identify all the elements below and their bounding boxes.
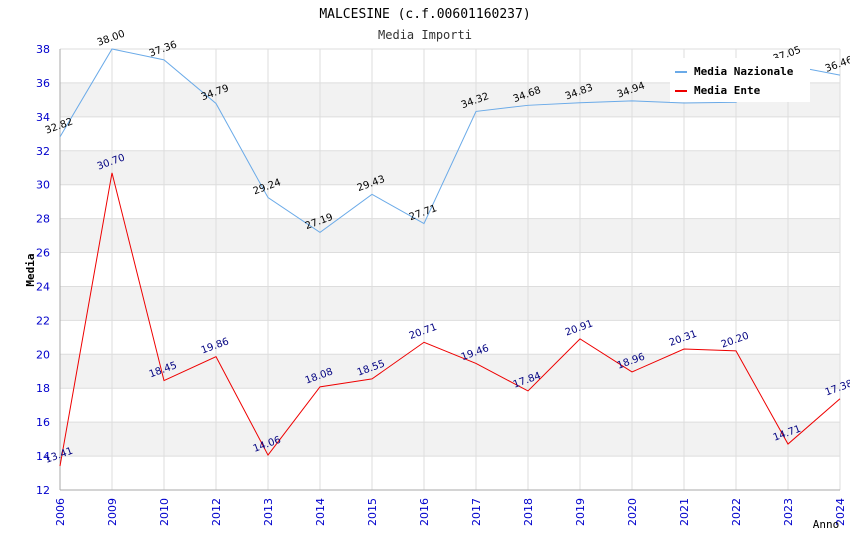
grid-band (60, 422, 840, 457)
x-tick-labels: 2006 2009 2010 2012 2013 2014 2015 2016 2017 2018… (54, 498, 847, 526)
x-tick-label: 2014 (314, 498, 327, 526)
series-line-nazionale (59, 48, 841, 233)
y-tick-label: 26 (36, 247, 50, 260)
legend-label-ente: Media Ente (694, 84, 761, 97)
axes (59, 49, 840, 491)
y-tick-label: 18 (36, 382, 50, 395)
grid-band (60, 456, 840, 490)
legend: Media Nazionale Media Ente (670, 58, 810, 102)
chart-subtitle: Media Importi (378, 28, 472, 42)
y-tick-label: 38 (36, 43, 50, 56)
y-tick-label: 14 (36, 450, 50, 463)
x-tick-label: 2024 (834, 498, 847, 526)
x-tick-label: 2021 (678, 498, 691, 526)
y-tick-label: 32 (36, 145, 50, 158)
y-tick-label: 16 (36, 416, 50, 429)
y-tick-label: 24 (36, 280, 50, 293)
legend-box (670, 58, 810, 102)
grid-band (60, 116, 840, 151)
x-tick-label: 2016 (418, 498, 431, 526)
grid-bands (60, 49, 840, 490)
x-tick-label: 2019 (574, 498, 587, 526)
y-tick-label: 30 (36, 179, 50, 192)
grid-band (60, 252, 840, 287)
x-tick-label: 2018 (522, 498, 535, 526)
grid-band (60, 388, 840, 423)
y-tick-label: 36 (36, 77, 50, 90)
grid-band (60, 320, 840, 355)
series-line-ente (59, 172, 841, 467)
y-tick-label: 20 (36, 348, 50, 361)
x-tick-label: 2013 (262, 498, 275, 526)
x-tick-label: 2012 (210, 498, 223, 526)
legend-label-nazionale: Media Nazionale (694, 65, 794, 78)
x-tick-label: 2020 (626, 498, 639, 526)
grid-band (60, 354, 840, 389)
x-axis-label: Anno (813, 518, 840, 531)
y-tick-labels: 12 14 16 18 20 22 24 26 28 30 32 34 36 38 (36, 43, 50, 497)
y-tick-label: 12 (36, 484, 50, 497)
x-tick-label: 2015 (366, 498, 379, 526)
y-axis-label: Media (24, 253, 37, 286)
x-tick-label: 2009 (106, 498, 119, 526)
x-tick-label: 2017 (470, 498, 483, 526)
grid-band (60, 286, 840, 321)
chart-title: MALCESINE (c.f.00601160237) (319, 7, 530, 22)
x-tick-label: 2023 (782, 498, 795, 526)
x-tick-label: 2022 (730, 498, 743, 526)
x-tick-label: 2006 (54, 498, 67, 526)
grid-band (60, 184, 840, 219)
y-tick-label: 22 (36, 314, 50, 327)
grid-band (60, 218, 840, 253)
x-tick-label: 2010 (158, 498, 171, 526)
y-tick-label: 28 (36, 213, 50, 226)
y-tick-label: 34 (36, 111, 50, 124)
data-label: 38.00 (96, 29, 127, 49)
